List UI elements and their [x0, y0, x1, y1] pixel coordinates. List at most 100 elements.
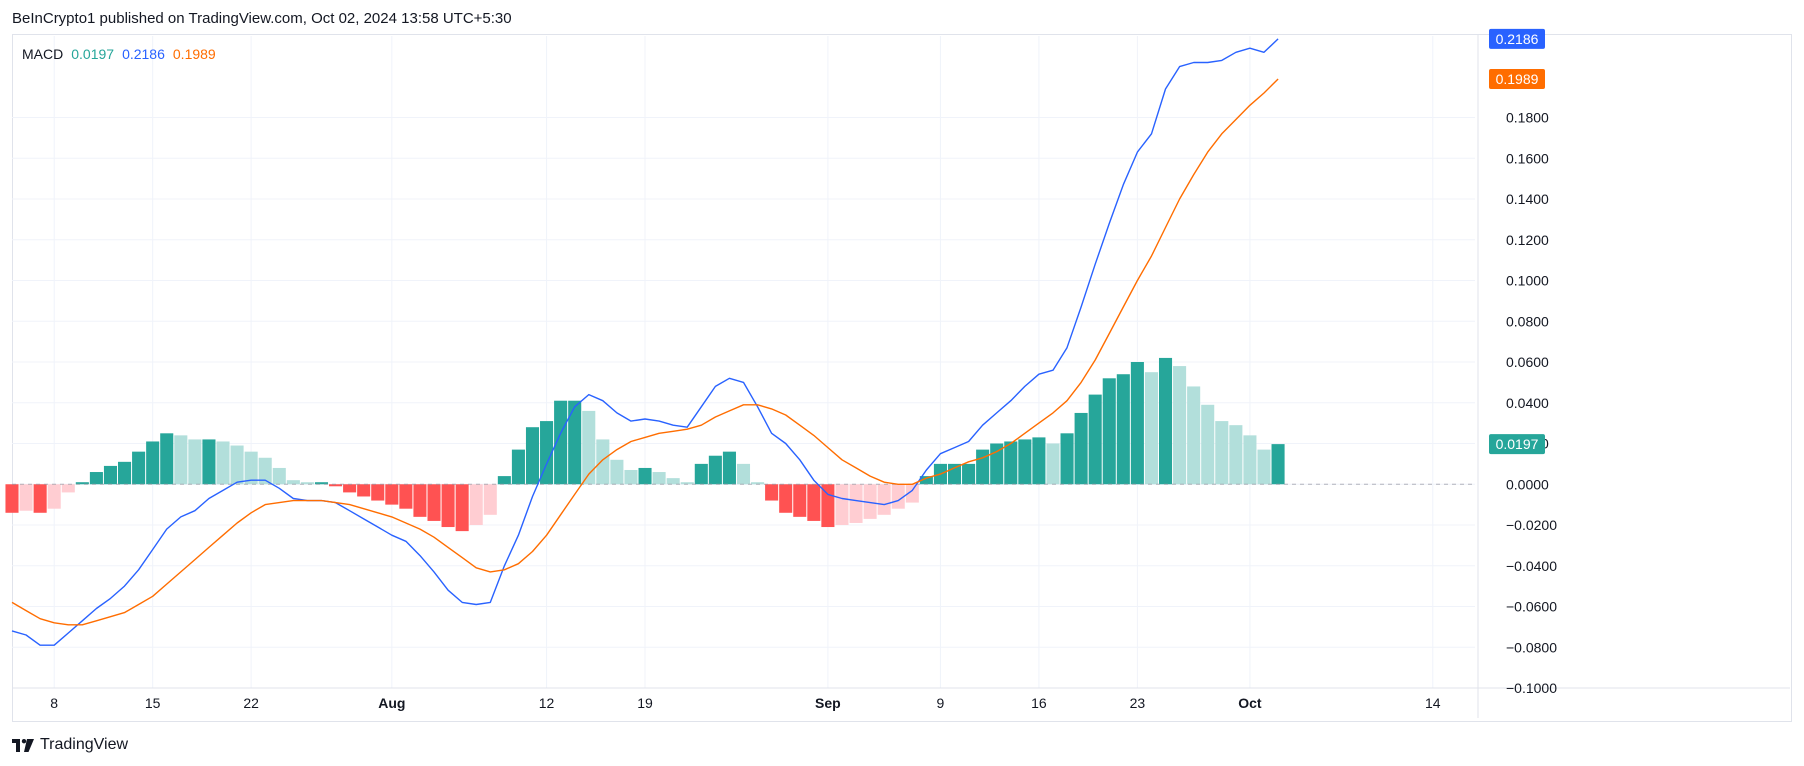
histogram-bar [202, 439, 216, 485]
histogram-bar [272, 467, 286, 485]
histogram-bar [1257, 449, 1271, 485]
histogram-bar [329, 484, 343, 487]
histogram-bar [596, 439, 610, 485]
histogram-bar [624, 469, 638, 485]
publish-info: BeInCrypto1 published on TradingView.com… [12, 10, 512, 27]
lines [11, 38, 1279, 646]
histogram-bar [1243, 435, 1257, 485]
x-tick-label: 8 [50, 695, 58, 711]
histogram-bar [891, 484, 905, 509]
histogram-bar [807, 484, 821, 521]
histogram-bar [314, 482, 329, 485]
y-tick-label: 0.0000 [1506, 476, 1549, 492]
x-tick-label: 16 [1031, 695, 1047, 711]
price-labels: 0.2186 0.1989 0.0197 [1489, 28, 1545, 455]
y-tick-label: −0.1000 [1506, 680, 1557, 696]
y-tick-label: 0.0600 [1506, 354, 1549, 370]
histogram-bar [976, 449, 990, 485]
y-tick-label: 0.1800 [1506, 110, 1549, 126]
legend[interactable]: MACD 0.0197 0.2186 0.1989 [22, 46, 216, 62]
histogram-bar [638, 467, 652, 485]
histogram-bar [540, 421, 554, 485]
histogram-bar [244, 451, 258, 485]
histogram-bar [1173, 366, 1187, 485]
histogram-bar [1116, 374, 1130, 485]
histogram-bar [1271, 444, 1285, 485]
histogram-bar [666, 478, 680, 485]
histogram-bar [118, 461, 132, 485]
histogram [5, 357, 1285, 532]
histogram-bar [160, 433, 174, 485]
histogram-bar [1144, 372, 1158, 485]
y-tick-label: −0.0400 [1506, 558, 1557, 574]
histogram-bar [525, 427, 540, 485]
histogram-bar [47, 484, 61, 509]
histogram-bar [427, 484, 441, 521]
histogram-bar [455, 484, 469, 532]
x-tick-label: Oct [1238, 695, 1262, 711]
histogram-bar [708, 455, 722, 485]
y-tick-label: −0.0600 [1506, 599, 1557, 615]
histogram-bar [1018, 439, 1032, 485]
histogram-bar [962, 463, 976, 485]
grid [12, 34, 1790, 718]
y-tick-label: 0.1000 [1506, 273, 1549, 289]
x-tick-label: 14 [1425, 695, 1441, 711]
histogram-bar [863, 484, 877, 519]
y-tick-label: 0.0400 [1506, 395, 1549, 411]
histogram-bar [357, 484, 371, 497]
histogram-bar [1060, 433, 1074, 485]
histogram-bar [694, 463, 708, 485]
x-tick-label: Aug [378, 695, 405, 711]
histogram-bar [680, 482, 694, 485]
histogram-bar [258, 457, 272, 485]
histogram-bar [1102, 378, 1116, 485]
price-label-bg-signal [1489, 68, 1545, 89]
x-tick-label: 22 [243, 695, 259, 711]
histogram-bar [905, 484, 919, 503]
tradingview-brand-label: TradingView [40, 736, 129, 753]
legend-indicator-name: MACD [22, 46, 64, 62]
price-label-macd: 0.2186 [1496, 31, 1539, 47]
histogram-bar [469, 484, 483, 525]
histogram-bar [103, 465, 118, 485]
series-line-macd [11, 38, 1279, 646]
tradingview-logo-icon [12, 738, 34, 752]
histogram-bar [1215, 421, 1229, 485]
histogram-bar [877, 484, 891, 515]
histogram-bar [371, 484, 385, 501]
y-axis[interactable]: −0.1000 −0.0800 −0.0600 −0.0400 −0.0200 0.000… [1506, 110, 1557, 697]
y-tick-label: 0.1400 [1506, 191, 1549, 207]
histogram-bar [919, 476, 933, 485]
histogram-bar [779, 484, 793, 513]
price-label-histogram: 0.0197 [1496, 436, 1539, 452]
histogram-bar [385, 484, 399, 505]
histogram-bar [286, 480, 300, 485]
histogram-bar [1074, 412, 1088, 485]
x-axis[interactable]: 8 15 22 Aug 12 19 Sep 9 16 23 Oct 14 [50, 695, 1440, 711]
histogram-bar [736, 463, 751, 485]
histogram-bar [849, 484, 863, 523]
x-tick-label: Sep [815, 695, 841, 711]
histogram-bar [610, 459, 624, 485]
legend-histogram-value: 0.0197 [71, 46, 115, 62]
y-tick-label: 0.1200 [1506, 232, 1549, 248]
histogram-bar [1187, 386, 1201, 485]
x-tick-label: 9 [937, 695, 945, 711]
price-label-bg-macd [1489, 28, 1545, 49]
chart-frame [12, 34, 1792, 722]
histogram-bar [1088, 394, 1102, 485]
histogram-bar [399, 484, 413, 509]
histogram-bar [751, 482, 765, 485]
histogram-bar [441, 484, 455, 528]
x-tick-label: 15 [145, 695, 161, 711]
histogram-bar [722, 451, 736, 485]
histogram-bar [652, 472, 666, 485]
footer-brand[interactable]: TradingView [12, 736, 128, 754]
histogram-bar [174, 435, 188, 485]
histogram-bar [75, 482, 89, 485]
x-tick-label: 19 [637, 695, 653, 711]
histogram-bar [568, 400, 582, 485]
histogram-bar [1201, 404, 1215, 485]
